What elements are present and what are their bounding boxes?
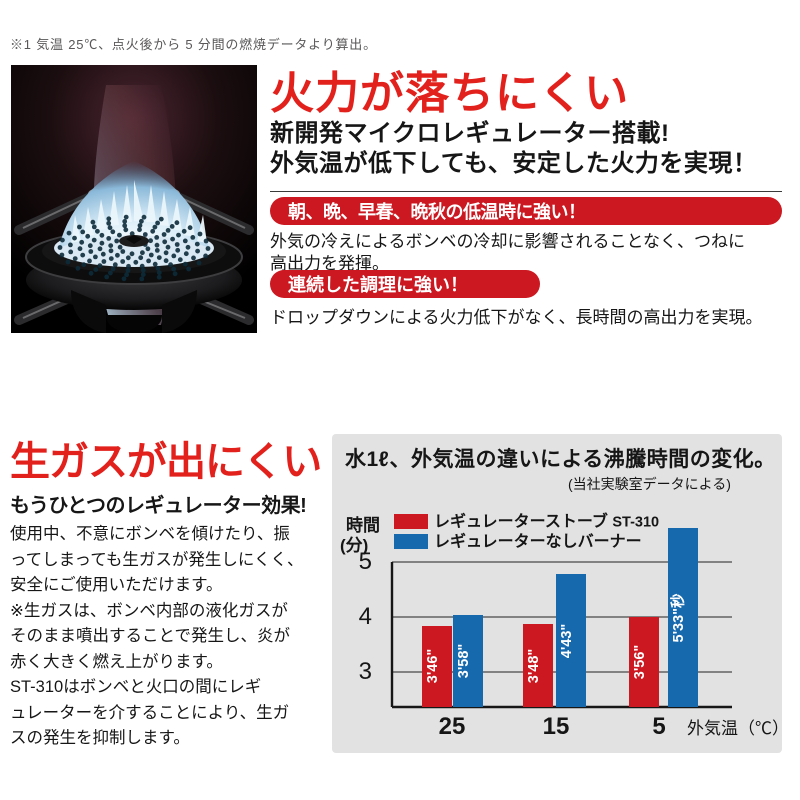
svg-text:4: 4: [359, 603, 372, 630]
svg-text:外気温（℃）: 外気温（℃）: [687, 719, 782, 738]
svg-text:3'48": 3'48": [526, 649, 542, 684]
svg-text:5: 5: [359, 548, 372, 575]
svg-text:時間: 時間: [346, 515, 380, 535]
svg-text:レギュレーターストーブ ST-310: レギュレーターストーブ ST-310: [434, 512, 659, 531]
svg-text:5'33"秒: 5'33"秒: [669, 593, 687, 643]
svg-text:レギュレーターなしバーナー: レギュレーターなしバーナー: [434, 532, 642, 551]
svg-text:3'56": 3'56": [632, 645, 648, 680]
svg-text:4'43": 4'43": [559, 624, 575, 659]
svg-text:3'46": 3'46": [425, 649, 441, 684]
svg-text:5: 5: [652, 713, 665, 740]
svg-text:3: 3: [359, 658, 372, 685]
svg-text:15: 15: [543, 713, 570, 740]
svg-text:3'58": 3'58": [456, 644, 472, 679]
svg-text:25: 25: [439, 713, 466, 740]
